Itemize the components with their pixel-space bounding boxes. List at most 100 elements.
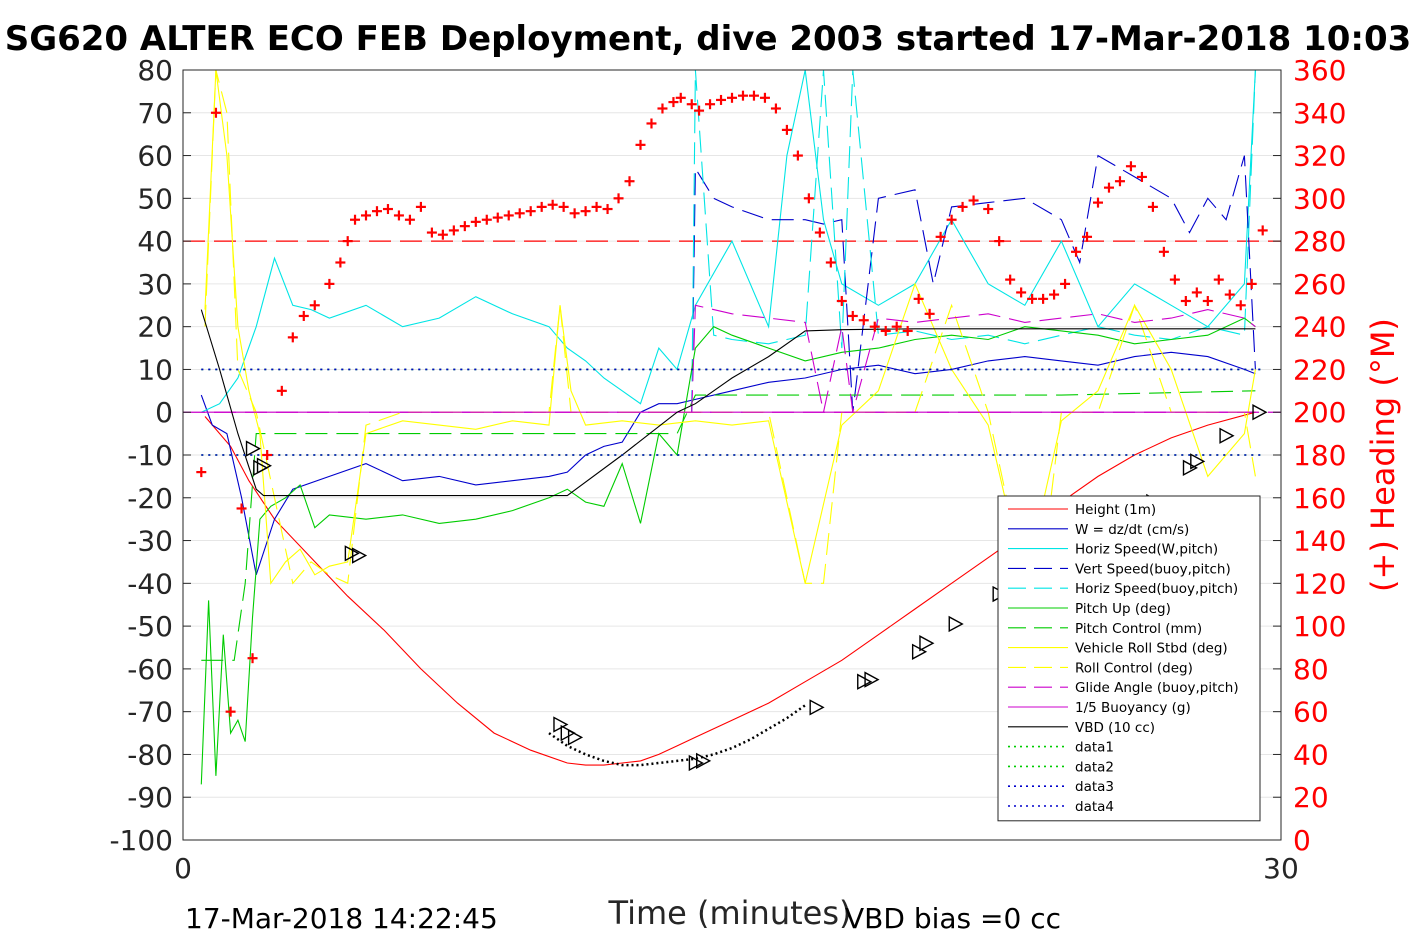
legend-label: Horiz Speed(W,pitch) <box>1075 542 1218 558</box>
right-axis-ticks: 3603403203002802602402202001801601401201… <box>1273 54 1346 857</box>
triangle-marker <box>1219 427 1235 444</box>
y-tick-label: 30 <box>137 268 173 301</box>
legend-label: 1/5 Buoyancy (g) <box>1075 700 1191 716</box>
y-right-tick-label: 280 <box>1293 225 1346 258</box>
heading-marker <box>247 653 258 664</box>
y-right-tick-label: 160 <box>1293 482 1346 515</box>
y-tick-label: 60 <box>137 140 173 173</box>
heading-marker <box>1016 287 1027 298</box>
y-tick-label: 50 <box>137 182 173 215</box>
heading-marker <box>448 225 459 236</box>
heading-marker <box>1027 293 1038 304</box>
heading-marker <box>924 308 935 319</box>
heading-marker <box>1213 274 1224 285</box>
heading-marker <box>686 99 697 110</box>
heading-marker <box>492 212 503 223</box>
y-right-tick-label: 340 <box>1293 97 1346 130</box>
triangle-marker <box>809 699 825 716</box>
series-lines <box>200 69 1263 785</box>
y-right-tick-label: 200 <box>1293 396 1346 429</box>
y-right-tick-label: 360 <box>1293 54 1346 87</box>
heading-marker <box>836 296 847 306</box>
heading-marker <box>1169 274 1180 285</box>
heading-marker <box>342 236 353 247</box>
heading-marker <box>902 325 913 336</box>
heading-marker <box>350 214 361 225</box>
heading-marker <box>580 206 591 217</box>
y-right-tick-label: 100 <box>1293 610 1346 643</box>
heading-marker <box>547 199 558 210</box>
y-right-tick-label: 220 <box>1293 353 1346 386</box>
y-tick-label: -30 <box>127 525 173 558</box>
y-tick-label: -50 <box>127 610 173 643</box>
heading-marker <box>716 94 727 105</box>
y-right-tick-label: 140 <box>1293 525 1346 558</box>
triangle-marker <box>857 673 873 690</box>
heading-marker <box>503 210 514 221</box>
heading-marker <box>748 90 759 101</box>
triangle-marker <box>245 440 262 457</box>
heading-marker <box>668 97 679 108</box>
heading-marker <box>437 229 448 240</box>
bottom-dotted-segment <box>548 704 806 767</box>
triangle-marker <box>919 635 935 652</box>
triangle-marker <box>948 615 964 633</box>
heading-marker <box>470 216 481 227</box>
heading-marker <box>569 208 580 219</box>
heading-marker <box>1202 296 1213 306</box>
heading-marker <box>415 201 426 212</box>
heading-marker <box>262 450 273 460</box>
heading-marker <box>675 92 686 103</box>
series-line <box>201 390 1256 661</box>
triangle-marker <box>256 457 272 474</box>
heading-marker <box>1180 296 1191 306</box>
heading-marker <box>382 204 393 215</box>
series-line <box>201 69 1256 413</box>
triangle-marker <box>1190 453 1206 470</box>
heading-marker <box>393 210 404 221</box>
heading-marker <box>957 201 968 212</box>
heading-marker <box>847 310 858 321</box>
heading-marker <box>225 706 236 717</box>
triangle-marker <box>344 545 360 562</box>
heading-marker <box>1060 278 1071 289</box>
heading-marker <box>324 278 335 289</box>
legend-label: W = dz/dt (cm/s) <box>1075 522 1189 538</box>
heading-marker <box>635 139 646 150</box>
triangle-marker <box>696 752 712 770</box>
heading-marker <box>983 204 994 215</box>
legend-label: Horiz Speed(buoy,pitch) <box>1075 581 1238 597</box>
heading-marker <box>814 227 825 238</box>
heading-marker <box>459 221 470 232</box>
heading-markers <box>196 90 1268 717</box>
legend-label: Roll Control (deg) <box>1075 660 1193 676</box>
heading-marker <box>1005 274 1016 285</box>
heading-marker <box>1257 225 1268 236</box>
legend-label: VBD (10 cc) <box>1075 720 1155 736</box>
start-time-label: 17-Mar-2018 14:22:45 <box>185 902 498 935</box>
legend: Height (1m) W = dz/dt (cm/s) Horiz Speed(W… <box>997 495 1261 822</box>
heading-marker <box>858 315 869 326</box>
heading-marker <box>759 92 770 103</box>
triangle-marker <box>567 729 584 746</box>
triangle-marker <box>911 643 928 660</box>
heading-marker <box>1191 287 1202 298</box>
legend-label: Vehicle Roll Stbd (deg) <box>1075 641 1228 657</box>
heading-marker <box>371 206 382 217</box>
heading-marker <box>287 332 298 343</box>
series-line <box>200 309 1256 497</box>
y-right-tick-label: 0 <box>1293 824 1311 857</box>
legend-label: data1 <box>1075 740 1114 756</box>
heading-marker <box>1103 182 1114 193</box>
heading-marker <box>309 300 320 311</box>
heading-marker <box>602 204 613 215</box>
heading-marker <box>869 321 880 332</box>
y-right-tick-label: 300 <box>1293 182 1346 215</box>
y-right-tick-label: 20 <box>1293 781 1329 814</box>
heading-marker <box>624 176 635 187</box>
right-axis-label: (+) Heading (°M) <box>1364 318 1402 592</box>
heading-marker <box>1224 289 1235 300</box>
legend-label: Vert Speed(buoy,pitch) <box>1075 561 1231 577</box>
y-tick-label: -70 <box>127 696 173 729</box>
